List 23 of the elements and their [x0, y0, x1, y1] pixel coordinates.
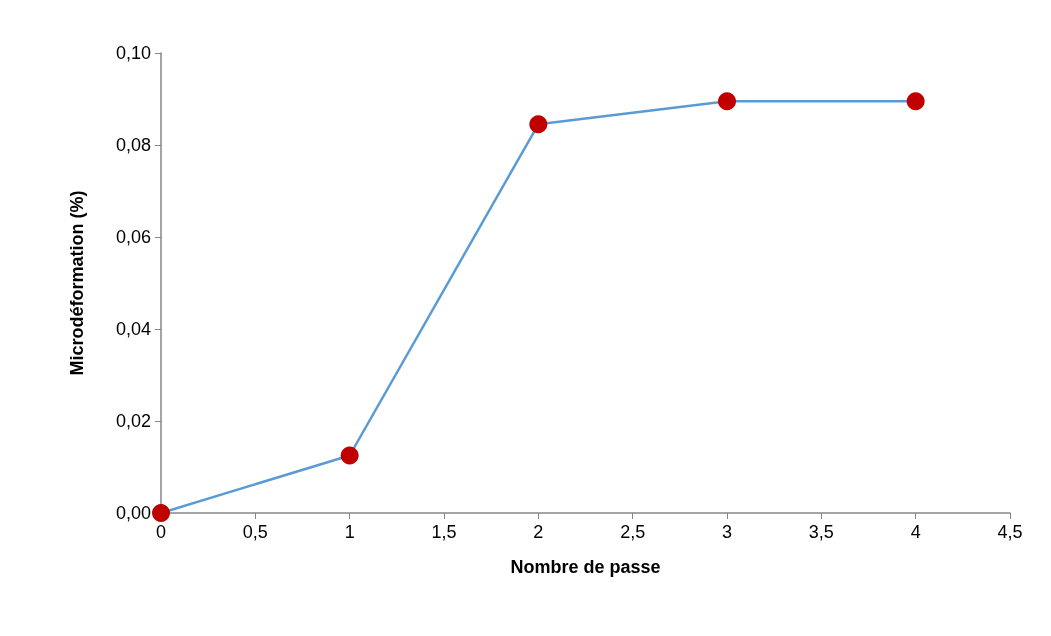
x-tick-label: 2,5 — [620, 522, 646, 542]
point — [906, 92, 925, 111]
y-tick-label: 0,04 — [115, 319, 151, 339]
x-axis-title: Nombre de passe — [510, 557, 661, 577]
x-tick-label: 3 — [721, 522, 733, 542]
x-tick-label: 3,5 — [808, 522, 834, 542]
x-tick-label: 0 — [155, 522, 167, 542]
point — [529, 115, 548, 134]
y-tick-label: 0,02 — [115, 411, 151, 431]
y-tick-label: 0,10 — [115, 43, 151, 63]
x-tick-label: 1 — [344, 522, 355, 542]
x-tick-label: 4 — [910, 522, 921, 542]
point — [152, 504, 170, 522]
x-tick-label: 0,5 — [242, 522, 268, 542]
x-tick-label: 4,5 — [997, 522, 1023, 542]
x-tick-label: 2 — [533, 522, 544, 542]
point — [340, 446, 359, 465]
point — [718, 92, 736, 111]
y-tick-label: 0,00 — [115, 503, 151, 523]
y-tick-label: 0,06 — [115, 227, 151, 247]
x-tick-label: 1,5 — [431, 522, 457, 542]
y-tick-label: 0,08 — [115, 135, 151, 155]
y-axis-title: Microdéformation (%) — [67, 190, 87, 376]
